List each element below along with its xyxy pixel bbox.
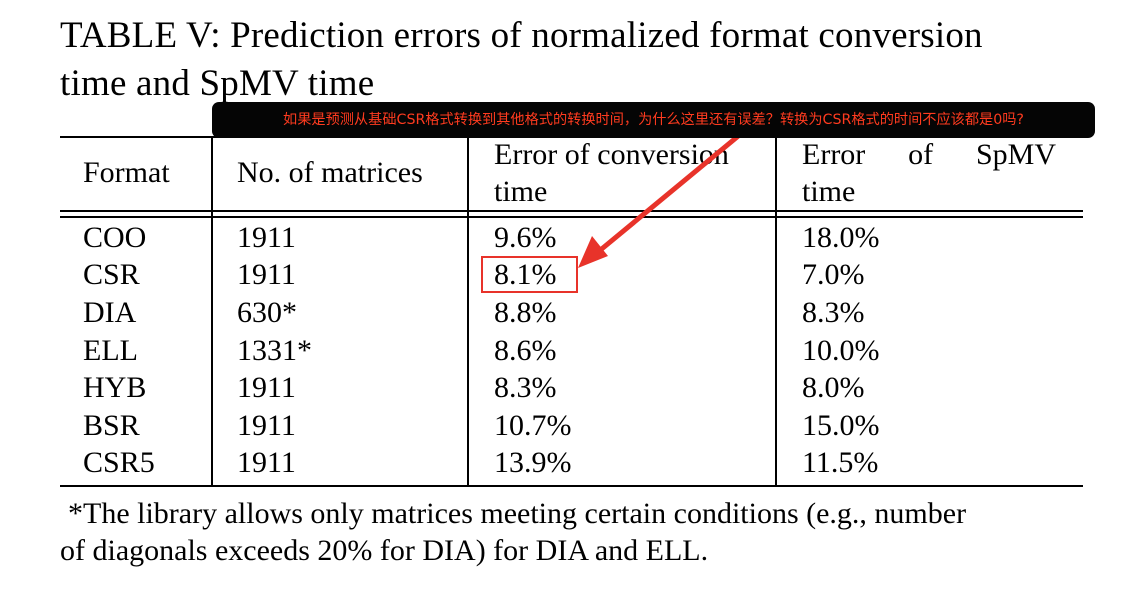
highlight-box: [481, 256, 578, 293]
cell-format: HYB: [83, 371, 147, 404]
header-spmv-word-3: SpMV: [975, 138, 1056, 171]
cell-conversion-error: 13.9%: [494, 446, 572, 479]
cell-format: DIA: [83, 296, 137, 329]
caption-line-2: time and SpMV time: [60, 63, 375, 104]
cell-num-matrices: 1911: [237, 258, 296, 291]
table-header-rule-2: [60, 216, 1083, 218]
header-format: Format: [83, 156, 170, 189]
header-num-matrices: No. of matrices: [237, 156, 423, 189]
cell-num-matrices: 1911: [237, 221, 296, 254]
cell-conversion-error: 10.7%: [494, 409, 572, 442]
cell-spmv-error: 8.3%: [802, 296, 865, 329]
cell-num-matrices: 1911: [237, 409, 296, 442]
cell-spmv-error: 11.5%: [802, 446, 879, 479]
table-footnote: *The library allows only matrices meetin…: [60, 495, 1085, 569]
cell-format: BSR: [83, 409, 140, 442]
cell-spmv-error: 7.0%: [802, 258, 865, 291]
annotation-tooltip: 如果是预测从基础CSR格式转换到其他格式的转换时间，为什么这里还有误差？转换为C…: [212, 102, 1095, 138]
cell-format: COO: [83, 221, 147, 254]
footnote-line-2: of diagonals exceeds 20% for DIA) for DI…: [60, 534, 709, 567]
table-bottom-rule: [60, 485, 1083, 487]
cell-num-matrices: 1331*: [237, 334, 312, 367]
cell-conversion-error: 8.1%: [494, 258, 557, 291]
cell-format: CSR5: [83, 446, 155, 479]
cell-num-matrices: 1911: [237, 371, 296, 404]
header-conversion-error: Error of conversion time: [494, 136, 729, 210]
cell-format: CSR: [83, 258, 140, 291]
column-separator-1: [211, 136, 213, 486]
cell-num-matrices: 1911: [237, 446, 296, 479]
cell-conversion-error: 9.6%: [494, 221, 557, 254]
cell-num-matrices: 630*: [237, 296, 297, 329]
cell-spmv-error: 8.0%: [802, 371, 865, 404]
header-spmv-word-2: of: [908, 138, 934, 171]
table-caption: TABLE V: Prediction errors of normalized…: [60, 12, 1090, 108]
cell-format: ELL: [83, 334, 138, 367]
header-spmv-line-2: time: [802, 175, 856, 208]
cell-conversion-error: 8.3%: [494, 371, 557, 404]
cell-conversion-error: 8.6%: [494, 334, 557, 367]
header-conversion-error-line-1: Error of conversion: [494, 138, 729, 171]
header-spmv-error: Error of SpMV time: [802, 136, 1056, 210]
column-separator-2: [467, 136, 469, 486]
footnote-line-1: *The library allows only matrices meetin…: [68, 497, 967, 530]
header-conversion-error-line-2: time: [494, 175, 548, 208]
column-separator-3: [775, 136, 777, 486]
cell-spmv-error: 15.0%: [802, 409, 880, 442]
header-spmv-word-1: Error: [802, 138, 866, 171]
cell-conversion-error: 8.8%: [494, 296, 557, 329]
cell-spmv-error: 18.0%: [802, 221, 880, 254]
cell-spmv-error: 10.0%: [802, 334, 880, 367]
caption-line-1: TABLE V: Prediction errors of normalized…: [60, 15, 983, 56]
table-header-rule-1: [60, 210, 1083, 212]
